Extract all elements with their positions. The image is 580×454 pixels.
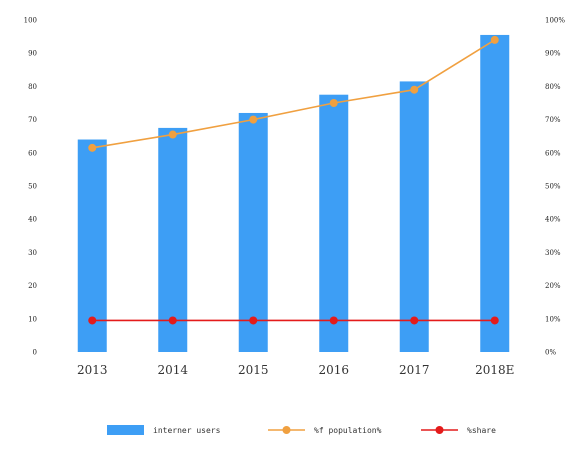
bar [319, 94, 349, 352]
y2-tick-label: 0% [545, 349, 556, 357]
y-tick-label: 90 [28, 50, 37, 58]
y2-tick-label: 70% [545, 116, 561, 124]
x-tick-label: 2014 [157, 363, 188, 377]
y2-tick-label: 60% [545, 149, 561, 157]
x-tick-label: 2016 [318, 363, 349, 377]
y-tick-label: 70 [28, 116, 37, 124]
y-tick-label: 80 [28, 83, 37, 91]
bar [158, 127, 188, 353]
y-tick-label: 20 [28, 282, 37, 290]
data-point [168, 130, 177, 139]
data-point [168, 316, 177, 325]
data-point [410, 85, 419, 94]
data-point [249, 316, 258, 325]
y-tick-label: 30 [28, 249, 37, 257]
data-point [88, 143, 97, 152]
y-tick-label: 50 [28, 183, 37, 191]
legend: interner users %f population% %share [107, 425, 496, 435]
y2-tick-label: 90% [545, 50, 561, 58]
legend-marker [282, 426, 291, 434]
bar [480, 34, 510, 352]
x-tick-label: 2013 [77, 363, 108, 377]
data-point [410, 316, 419, 325]
legend-label: %f population% [314, 426, 382, 435]
legend-label: interner users [153, 426, 221, 435]
bar-series [77, 34, 510, 353]
x-tick-label: 2015 [238, 363, 269, 377]
data-point [490, 316, 499, 325]
legend-item: %share [421, 426, 496, 435]
legend-label: %share [467, 426, 496, 435]
bar [238, 112, 268, 353]
legend-item: %f population% [268, 426, 382, 435]
x-tick-label: 2018E [475, 363, 514, 377]
line-series [88, 35, 499, 325]
y2-tick-label: 10% [545, 315, 561, 323]
data-point [329, 99, 338, 107]
legend-item: interner users [107, 425, 221, 435]
y-axis-left: 0 10 20 30 40 50 60 70 80 90 100 [24, 17, 37, 357]
legend-marker [435, 426, 444, 434]
data-point [329, 316, 338, 325]
y-tick-label: 10 [28, 315, 37, 323]
y2-tick-label: 50% [545, 183, 561, 191]
y2-tick-label: 30% [545, 249, 561, 257]
y-axis-right: 0% 10% 20% 30% 40% 50% 60% 70% 80% 90% 100% [545, 17, 565, 357]
x-axis: 2013 2014 2015 2016 2017 2018E [77, 363, 514, 377]
y2-tick-label: 20% [545, 282, 561, 290]
y-tick-label: 40 [28, 216, 37, 224]
y2-tick-label: 40% [545, 216, 561, 224]
y2-tick-label: 100% [545, 17, 565, 25]
y2-tick-label: 80% [545, 83, 561, 91]
y-tick-label: 60 [28, 149, 37, 157]
y-tick-label: 0 [33, 349, 37, 357]
bar [399, 81, 429, 353]
data-point [249, 115, 258, 124]
data-point [490, 35, 499, 44]
data-point [88, 316, 97, 325]
x-tick-label: 2017 [399, 363, 430, 377]
y-tick-label: 100 [24, 17, 37, 25]
series-line [92, 39, 496, 149]
legend-swatch [107, 425, 144, 435]
